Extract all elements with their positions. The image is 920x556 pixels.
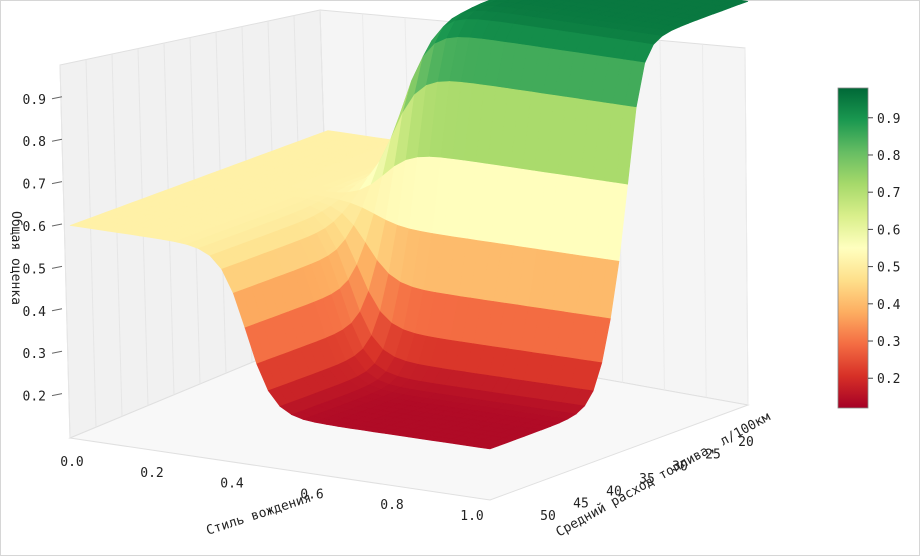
colorbar — [837, 87, 869, 409]
z-tick-mark — [51, 350, 63, 354]
z-tick-label: 0.4 — [23, 305, 47, 320]
surface-facet — [478, 443, 499, 450]
z-tick-label: 0.3 — [23, 347, 46, 362]
grid-line — [85, 59, 97, 428]
x-tick-label: 0.2 — [140, 466, 163, 481]
grid-line — [744, 47, 749, 406]
z-tick-mark — [51, 308, 63, 312]
z-tick-mark — [51, 265, 63, 269]
y-tick-label: 25 — [705, 447, 721, 462]
colorbar-tick-label: 0.5 — [877, 261, 900, 276]
z-tick-mark — [51, 393, 63, 397]
colorbar-tick-label: 0.2 — [877, 372, 900, 387]
z-axis-label: Общая оценка — [8, 211, 23, 305]
z-tick-label: 0.5 — [23, 262, 46, 277]
grid-line — [659, 40, 665, 391]
z-tick-label: 0.9 — [23, 93, 46, 108]
y-axis-ticks: 20 25 30 35 40 45 50 — [540, 435, 754, 524]
grid-line — [111, 53, 123, 417]
x-tick-label: 0.6 — [300, 487, 323, 502]
z-tick-mark — [51, 181, 63, 185]
colorbar-tick-label: 0.3 — [877, 335, 900, 350]
z-tick-label: 0.6 — [23, 220, 46, 235]
y-tick-label: 35 — [639, 472, 655, 487]
z-tick-mark — [51, 96, 63, 100]
x-tick-label: 0.0 — [60, 455, 83, 470]
colorbar-tick-label: 0.9 — [877, 112, 900, 127]
colorbar-tick-label: 0.4 — [877, 298, 901, 313]
y-tick-label: 40 — [606, 484, 622, 499]
z-tick-mark — [51, 138, 63, 142]
z-tick-label: 0.8 — [23, 135, 46, 150]
z-tick-label: 0.7 — [23, 178, 46, 193]
x-tick-label: 0.8 — [380, 498, 403, 513]
x-tick-label: 1.0 — [460, 509, 483, 524]
x-axis-ticks: 0.0 0.2 0.4 0.6 0.8 1.0 — [60, 455, 483, 524]
colorbar-tick-label: 0.6 — [877, 223, 900, 238]
grid-line — [59, 64, 71, 439]
z-tick-label: 0.2 — [23, 390, 46, 405]
y-tick-label: 20 — [738, 435, 754, 450]
x-tick-label: 0.4 — [220, 477, 244, 492]
grid-line — [702, 44, 707, 398]
z-axis-ticks: 0.2 0.3 0.4 0.5 0.6 0.7 0.8 0.9 — [23, 93, 63, 405]
colorbar-tick-label: 0.7 — [877, 186, 900, 201]
x-axis-label: Стиль вождения — [204, 491, 313, 539]
surface-plot — [69, 0, 749, 450]
y-tick-label: 45 — [573, 497, 589, 512]
y-tick-label: 30 — [672, 460, 688, 475]
y-tick-label: 50 — [540, 509, 556, 524]
colorbar-ticks: 0.2 0.3 0.4 0.5 0.6 0.7 0.8 0.9 — [868, 112, 901, 387]
z-tick-mark — [51, 223, 63, 227]
colorbar-tick-label: 0.8 — [877, 149, 900, 164]
